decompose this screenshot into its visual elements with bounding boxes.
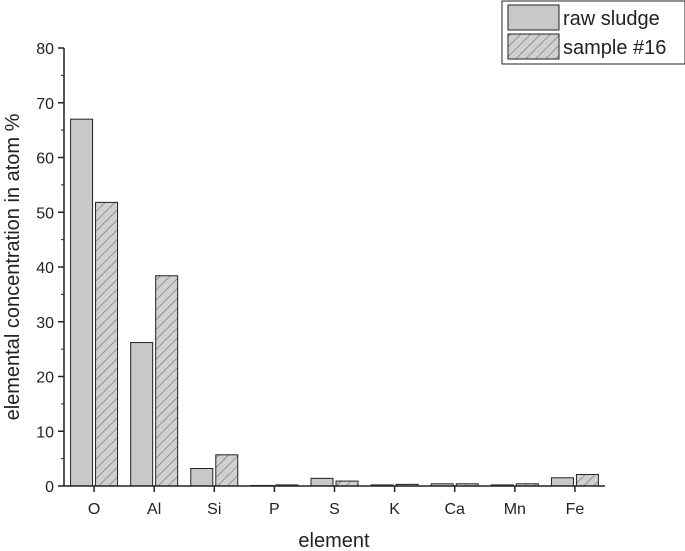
bar-sample-16 — [96, 202, 118, 486]
bar-raw-sludge — [191, 468, 213, 486]
y-tick-label: 0 — [45, 479, 54, 496]
bar-sample-16 — [216, 455, 238, 486]
legend-label-sample-16: sample #16 — [563, 37, 666, 59]
x-tick-label: O — [88, 501, 100, 518]
y-tick-label: 60 — [36, 151, 54, 168]
legend-swatch-sample-16 — [508, 34, 559, 59]
bar-sample-16 — [576, 475, 598, 486]
bar-sample-16 — [156, 276, 178, 486]
x-axis-label: element — [298, 530, 370, 551]
legend: raw sludge sample #16 — [502, 1, 685, 64]
x-tick-label: Si — [207, 501, 221, 518]
bar-raw-sludge — [71, 119, 93, 486]
x-tick-label: K — [389, 501, 400, 518]
y-axis-label: elemental concentration in atom % — [2, 113, 24, 420]
x-tick-label: Mn — [504, 501, 526, 518]
y-ticks-layer: 0 10 20 30 40 50 60 70 80 — [36, 41, 64, 496]
y-tick-label: 40 — [36, 260, 54, 277]
y-tick-label: 20 — [36, 370, 54, 387]
x-tick-label: S — [329, 501, 340, 518]
y-tick-label: 50 — [36, 205, 54, 222]
x-tick-label: Fe — [566, 501, 585, 518]
bars-layer — [71, 119, 599, 486]
bar-raw-sludge — [131, 343, 153, 486]
x-ticks-layer: O Al Si P S K Ca Mn Fe — [88, 486, 585, 518]
x-tick-label: Al — [147, 501, 161, 518]
y-tick-label: 10 — [36, 424, 54, 441]
y-tick-label: 80 — [36, 41, 54, 58]
x-tick-label: Ca — [444, 501, 465, 518]
y-tick-label: 70 — [36, 96, 54, 113]
y-tick-label: 30 — [36, 315, 54, 332]
bar-raw-sludge — [311, 478, 333, 486]
legend-swatch-raw-sludge — [508, 5, 559, 30]
bar-raw-sludge — [551, 478, 573, 486]
legend-label-raw-sludge: raw sludge — [563, 8, 660, 30]
x-tick-label: P — [269, 501, 280, 518]
